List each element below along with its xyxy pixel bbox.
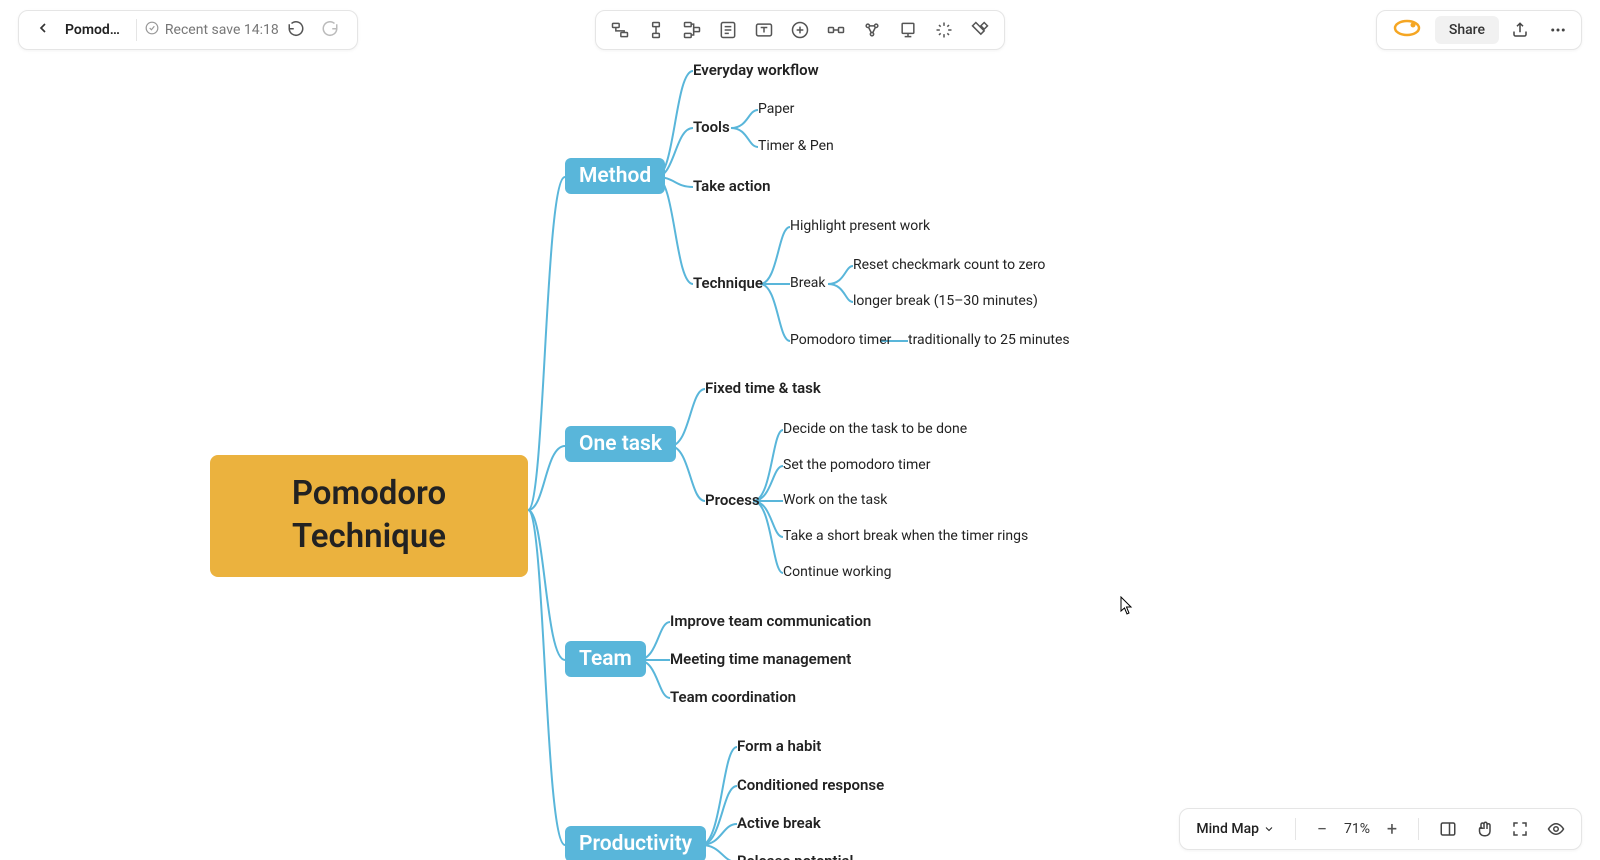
leaf-25min[interactable]: traditionally to 25 minutes: [908, 332, 1070, 348]
undo-button[interactable]: [279, 15, 313, 45]
leaf-active-break[interactable]: Active break: [737, 814, 821, 832]
fullscreen-icon[interactable]: [1505, 814, 1535, 844]
leaf-set[interactable]: Set the pomodoro timer: [783, 457, 930, 473]
cursor-icon: [1120, 596, 1134, 616]
leaf-timer-pen[interactable]: Timer & Pen: [758, 138, 834, 154]
zoom-in-button[interactable]: +: [1380, 817, 1404, 841]
add-icon[interactable]: [782, 12, 818, 48]
leaf-meeting[interactable]: Meeting time management: [670, 650, 851, 668]
leaf-take-action[interactable]: Take action: [693, 177, 771, 195]
leaf-technique[interactable]: Technique: [693, 274, 763, 292]
leaf-fixed[interactable]: Fixed time & task: [705, 379, 821, 397]
save-status-text: Recent save 14:18: [165, 22, 279, 38]
leaf-conditioned[interactable]: Conditioned response: [737, 776, 884, 794]
leaf-highlight[interactable]: Highlight present work: [790, 218, 930, 234]
tools-icon[interactable]: [962, 12, 998, 48]
leaf-decide[interactable]: Decide on the task to be done: [783, 421, 967, 437]
leaf-reset[interactable]: Reset checkmark count to zero: [853, 257, 1045, 273]
center-toolbar: [595, 10, 1005, 50]
branch-method[interactable]: Method: [565, 158, 665, 194]
leaf-paper[interactable]: Paper: [758, 101, 794, 117]
separator: [1418, 818, 1419, 840]
separator: [1295, 818, 1296, 840]
add-subtopic-icon[interactable]: [602, 12, 638, 48]
doc-title[interactable]: Pomod…: [65, 22, 120, 38]
more-button[interactable]: [1541, 13, 1575, 47]
leaf-short-break[interactable]: Take a short break when the timer rings: [783, 528, 1028, 544]
root-node[interactable]: PomodoroTechnique: [210, 455, 528, 577]
separator: [136, 19, 137, 41]
leaf-longer-break[interactable]: longer break (15–30 minutes): [853, 293, 1038, 309]
zoom-level[interactable]: 71%: [1340, 821, 1374, 837]
top-left-toolbar: Pomod… Recent save 14:18: [18, 10, 358, 50]
leaf-habit[interactable]: Form a habit: [737, 737, 821, 755]
boundary-icon[interactable]: [854, 12, 890, 48]
hand-icon[interactable]: [1469, 814, 1499, 844]
root-label: PomodoroTechnique: [292, 474, 446, 556]
leaf-work[interactable]: Work on the task: [783, 492, 887, 508]
leaf-process[interactable]: Process: [705, 491, 760, 509]
sparkle-icon[interactable]: [926, 12, 962, 48]
add-floating-icon[interactable]: [674, 12, 710, 48]
branch-team[interactable]: Team: [565, 641, 646, 677]
bottom-right-toolbar: Mind Map − 71% +: [1179, 808, 1582, 850]
app-logo-icon[interactable]: [1383, 13, 1431, 47]
leaf-continue[interactable]: Continue working: [783, 564, 892, 580]
branch-one-task[interactable]: One task: [565, 426, 676, 462]
back-button[interactable]: [29, 16, 57, 44]
leaf-tools[interactable]: Tools: [693, 118, 730, 136]
branch-productivity[interactable]: Productivity: [565, 826, 706, 860]
leaf-break[interactable]: Break: [790, 275, 825, 291]
canvas[interactable]: PomodoroTechnique Method Everyday workfl…: [0, 0, 1600, 860]
leaf-release[interactable]: Release potential: [737, 852, 853, 860]
panel-icon[interactable]: [1433, 814, 1463, 844]
relationship-icon[interactable]: [818, 12, 854, 48]
redo-button[interactable]: [313, 15, 347, 45]
check-icon: [145, 21, 159, 39]
leaf-pomodoro-timer[interactable]: Pomodoro timer: [790, 332, 891, 348]
summary-icon[interactable]: [890, 12, 926, 48]
view-mode-label: Mind Map: [1196, 821, 1259, 837]
share-button[interactable]: Share: [1435, 16, 1499, 44]
text-icon[interactable]: [746, 12, 782, 48]
save-status: Recent save 14:18: [145, 21, 279, 39]
eye-icon[interactable]: [1541, 814, 1571, 844]
view-mode-selector[interactable]: Mind Map: [1190, 817, 1281, 841]
note-icon[interactable]: [710, 12, 746, 48]
add-topic-icon[interactable]: [638, 12, 674, 48]
export-button[interactable]: [1503, 13, 1537, 47]
leaf-everyday[interactable]: Everyday workflow: [693, 61, 819, 79]
zoom-out-button[interactable]: −: [1310, 817, 1334, 841]
top-right-toolbar: Share: [1376, 10, 1582, 50]
leaf-improve[interactable]: Improve team communication: [670, 612, 871, 630]
leaf-coord[interactable]: Team coordination: [670, 688, 796, 706]
